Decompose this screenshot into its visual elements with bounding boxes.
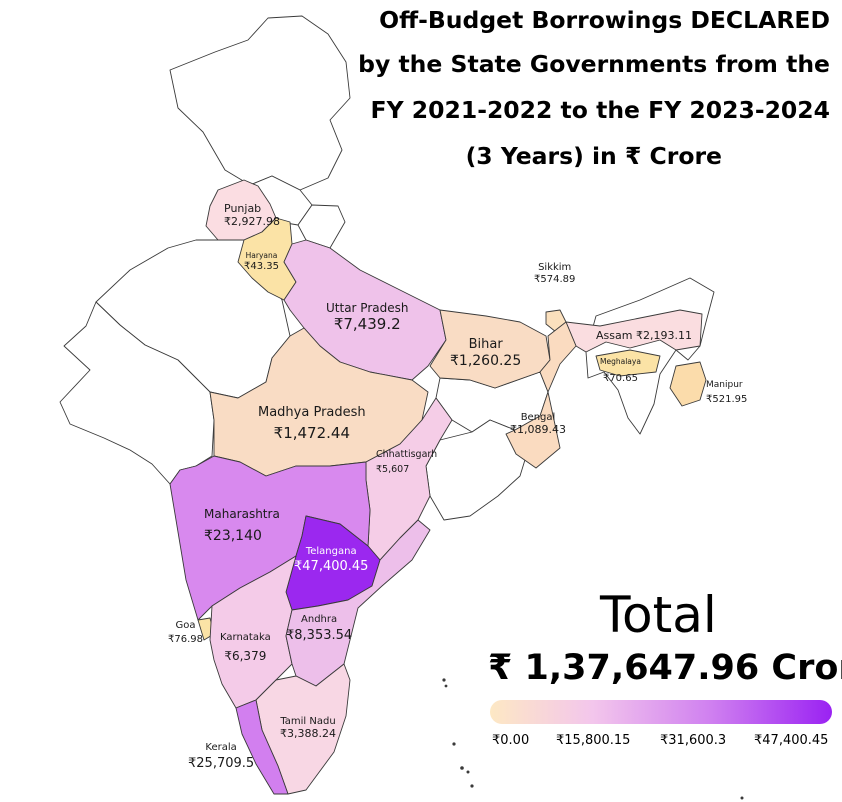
total-value: ₹ 1,37,647.96 Crore bbox=[488, 648, 842, 688]
state-value: ₹3,388.24 bbox=[280, 726, 336, 740]
label-chhattisgarh: Chhattisgarh ₹5,607 bbox=[376, 449, 438, 476]
state-name: Chhattisgarh bbox=[376, 449, 438, 460]
state-name: Manipur bbox=[706, 380, 743, 390]
state-name: Sikkim bbox=[538, 262, 572, 273]
state-name: Meghalaya bbox=[600, 357, 641, 366]
label-kerala: Kerala ₹25,709.5 bbox=[188, 742, 254, 771]
state-value: ₹521.95 bbox=[706, 394, 748, 406]
label-manipur: Manipur ₹521.95 bbox=[706, 380, 747, 406]
state-name: Kerala bbox=[205, 742, 237, 753]
state-value: ₹1,472.44 bbox=[273, 423, 350, 442]
label-meghalaya: Meghalaya ₹70.65 bbox=[600, 357, 641, 384]
legend-tick-3: ₹31,600.3 bbox=[660, 733, 727, 748]
state-name: Punjab bbox=[224, 202, 262, 215]
state-name: Haryana bbox=[245, 251, 278, 260]
state-value: ₹2,193.11 bbox=[635, 329, 692, 342]
title-line-1: Off-Budget Borrowings DECLARED bbox=[379, 6, 830, 34]
state-shape-meghalaya bbox=[595, 349, 661, 377]
state-name: Uttar Pradesh bbox=[326, 301, 409, 315]
label-sikkim: Sikkim ₹574.89 bbox=[534, 262, 575, 285]
state-name: Madhya Pradesh bbox=[258, 405, 366, 420]
label-karnataka: Karnataka ₹6,379 bbox=[220, 632, 271, 663]
label-uttar-pradesh: Uttar Pradesh ₹7,439.2 bbox=[326, 301, 409, 333]
label-tamil-nadu: Tamil Nadu ₹3,388.24 bbox=[280, 716, 336, 740]
state-shape-assam bbox=[565, 309, 703, 353]
label-bengal: Bengal ₹1,089.43 bbox=[510, 412, 566, 436]
label-assam: Assam ₹2,193.11 bbox=[596, 329, 692, 343]
label-haryana: Haryana ₹43.35 bbox=[244, 251, 279, 272]
state-value: ₹25,709.5 bbox=[188, 755, 255, 771]
state-value: ₹1,089.43 bbox=[510, 422, 566, 436]
legend-tick-2: ₹15,800.15 bbox=[556, 733, 631, 748]
state-value: ₹6,379 bbox=[224, 648, 267, 663]
label-madhya-pradesh: Madhya Pradesh ₹1,472.44 bbox=[258, 405, 366, 442]
state-value: ₹1,260.25 bbox=[450, 352, 522, 369]
state-name: Andhra bbox=[301, 614, 338, 625]
title-line-4: (3 Years) in ₹ Crore bbox=[465, 142, 722, 170]
state-shape-manipur bbox=[669, 361, 707, 407]
label-maharashtra: Maharashtra ₹23,140 bbox=[204, 507, 280, 544]
state-name: Telangana bbox=[305, 546, 357, 557]
state-shape-bengal bbox=[505, 321, 577, 469]
title-line-3: FY 2021-2022 to the FY 2023-2024 bbox=[370, 96, 830, 124]
state-value: ₹70.65 bbox=[602, 372, 638, 384]
state-name: Goa bbox=[175, 620, 196, 631]
title-line-2: by the State Governments from the bbox=[358, 50, 830, 78]
state-value: ₹8,353.54 bbox=[286, 627, 353, 643]
state-shape-kerala bbox=[235, 699, 289, 795]
state-name: Assam bbox=[596, 329, 633, 342]
state-value: ₹47,400.45 bbox=[294, 558, 369, 574]
state-value: ₹2,927.98 bbox=[224, 214, 280, 228]
state-name: Bihar bbox=[468, 337, 503, 352]
state-value: ₹43.35 bbox=[244, 260, 279, 272]
jammu-kashmir-region bbox=[169, 15, 351, 191]
label-telangana: Telangana ₹47,400.45 bbox=[294, 546, 368, 574]
state-value: ₹574.89 bbox=[534, 273, 576, 285]
state-shape-bihar bbox=[429, 309, 551, 389]
state-value: ₹5,607 bbox=[376, 463, 410, 475]
state-name: Bengal bbox=[520, 412, 556, 423]
state-name: Tamil Nadu bbox=[280, 716, 336, 727]
state-value: ₹7,439.2 bbox=[333, 314, 401, 333]
total-heading: Total bbox=[600, 586, 717, 644]
color-scale-legend bbox=[490, 700, 832, 724]
islands bbox=[442, 678, 744, 800]
legend-tick-max: ₹47,400.45 bbox=[754, 733, 829, 748]
legend-tick-min: ₹0.00 bbox=[492, 733, 530, 748]
state-value: ₹76.98 bbox=[168, 633, 203, 645]
state-name: Maharashtra bbox=[204, 507, 280, 521]
label-andhra: Andhra ₹8,353.54 bbox=[286, 614, 352, 643]
label-bihar: Bihar ₹1,260.25 bbox=[450, 337, 522, 369]
label-goa: Goa ₹76.98 bbox=[168, 620, 203, 645]
state-name: Karnataka bbox=[220, 632, 271, 643]
label-punjab: Punjab ₹2,927.98 bbox=[224, 202, 280, 228]
state-value: ₹23,140 bbox=[204, 527, 262, 544]
